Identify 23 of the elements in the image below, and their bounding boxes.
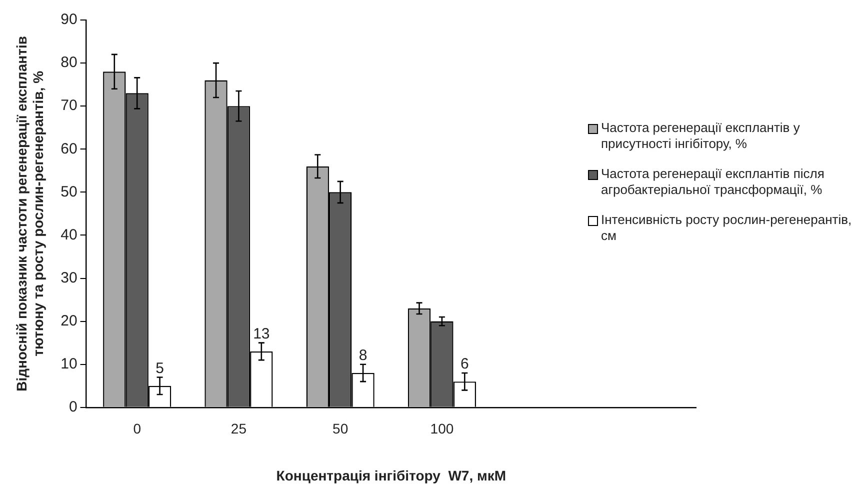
y-tick-label: 90 [60,11,78,28]
y-tick-label: 60 [60,140,78,158]
x-tick-label: 100 [430,420,454,437]
data-label: 6 [460,356,469,373]
x-tick-label: 50 [332,420,348,437]
y-tick-label: 50 [60,183,78,200]
y-tick-label: 20 [60,312,78,330]
y-tick-label: 70 [60,97,78,114]
legend-label: Частота регенерації експлантів у присутності інгібітору, % [601,120,801,152]
text: Інтенсивність росту рослин-регенерантів, см [601,212,853,244]
data-label: 5 [156,360,164,377]
y-tick-label: 30 [60,269,78,286]
y-tick-label: 40 [60,226,78,244]
y-axis-title: Відносній показник частоти регенерації експлантів тютюну та росту рослин-регенерантів, % [13,36,46,392]
x-tick-label: 0 [133,420,142,437]
data-label: 13 [253,325,270,342]
y-tick-label: 10 [60,355,78,372]
legend-label: Частота регенерації експлантів після агробактеріальної трансформації, % [601,166,826,198]
x-axis-title: Концентрація інгібітору W7, мкМ [276,467,506,484]
data-label: 8 [358,346,368,364]
y-tick-label: 0 [68,398,78,416]
x-tick-label: 25 [230,420,247,437]
y-tick-label: 80 [60,54,78,72]
